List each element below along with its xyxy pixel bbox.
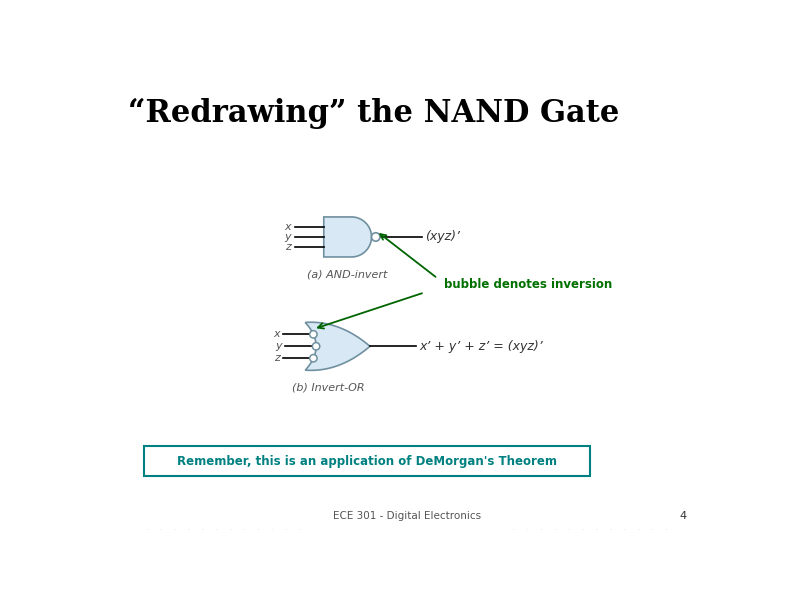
Circle shape	[310, 355, 317, 362]
Text: z: z	[274, 353, 279, 363]
Text: x: x	[273, 330, 279, 339]
Text: x’ + y’ + z’ = (xyz)’: x’ + y’ + z’ = (xyz)’	[419, 340, 543, 353]
Text: (a) AND-invert: (a) AND-invert	[307, 270, 387, 279]
Polygon shape	[305, 322, 370, 370]
Text: bubble denotes inversion: bubble denotes inversion	[444, 278, 612, 291]
Text: (xyz)’: (xyz)’	[426, 230, 461, 243]
Polygon shape	[324, 217, 372, 257]
Text: 4: 4	[680, 511, 687, 521]
Text: y: y	[276, 342, 283, 351]
Text: “Redrawing” the NAND Gate: “Redrawing” the NAND Gate	[128, 98, 619, 130]
Circle shape	[372, 233, 380, 241]
Text: (b) Invert-OR: (b) Invert-OR	[292, 383, 364, 393]
FancyBboxPatch shape	[144, 446, 590, 475]
Text: Remember, this is an application of DeMorgan's Theorem: Remember, this is an application of DeMo…	[177, 455, 557, 468]
Text: ECE 301 - Digital Electronics: ECE 301 - Digital Electronics	[333, 511, 481, 521]
Text: z: z	[285, 242, 291, 252]
Text: y: y	[284, 232, 291, 242]
Circle shape	[310, 331, 317, 338]
Circle shape	[312, 343, 320, 350]
Text: x: x	[284, 222, 291, 232]
